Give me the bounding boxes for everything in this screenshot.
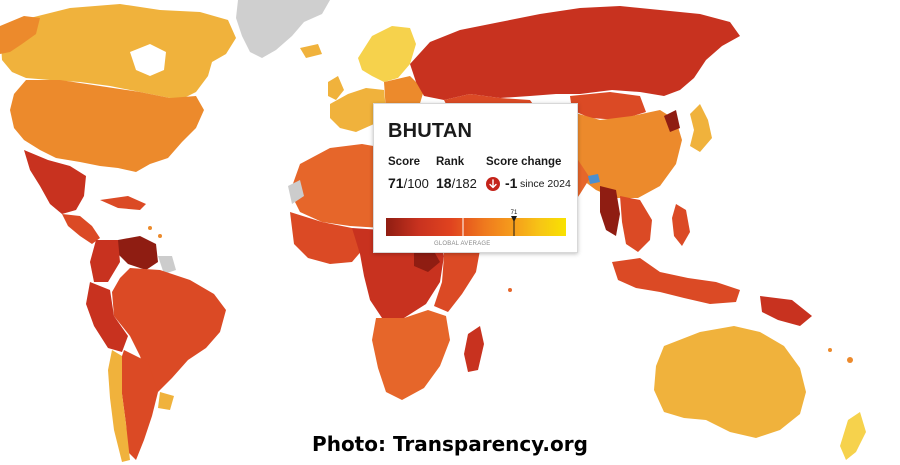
- country-tooltip: BHUTAN Score Rank Score change 71/100 18…: [373, 103, 578, 253]
- country-madagascar[interactable]: [464, 326, 484, 372]
- score-change-since: since 2024: [520, 178, 571, 190]
- rank-value: 18/182: [436, 175, 477, 191]
- score-change-value: -1: [505, 175, 517, 191]
- photo-credit: Photo: Transparency.org: [0, 432, 900, 456]
- country-philippines[interactable]: [672, 204, 690, 246]
- score-label: Score: [388, 156, 420, 168]
- country-name: BHUTAN: [388, 120, 472, 143]
- score-denominator: /100: [404, 176, 429, 191]
- rank-number: 18: [436, 175, 452, 191]
- score-marker-label: 71: [511, 210, 518, 216]
- region-scandinavia[interactable]: [358, 26, 416, 82]
- rank-denominator: /182: [452, 176, 477, 191]
- score-number: 71: [388, 175, 404, 191]
- island-indian-ocean: [508, 288, 512, 292]
- score-value: 71/100: [388, 175, 429, 191]
- country-cuba[interactable]: [100, 196, 146, 210]
- score-change-label: Score change: [486, 156, 561, 168]
- island-pacific: [847, 357, 853, 363]
- island-caribbean-2: [158, 234, 162, 238]
- country-russia[interactable]: [410, 6, 740, 100]
- arrow-down-circle-icon: [486, 177, 500, 191]
- country-venezuela[interactable]: [118, 236, 158, 270]
- global-average-caption: GLOBAL AVERAGE: [434, 241, 491, 247]
- country-uruguay[interactable]: [158, 392, 174, 410]
- country-indonesia[interactable]: [612, 258, 740, 304]
- region-southern-africa[interactable]: [372, 310, 450, 400]
- island-pacific-2: [828, 348, 832, 352]
- region-southeast-asia[interactable]: [620, 196, 652, 252]
- island-caribbean: [148, 226, 152, 230]
- country-papua-new-guinea[interactable]: [760, 296, 812, 326]
- scale-bar: [386, 218, 566, 236]
- country-colombia[interactable]: [90, 240, 120, 282]
- country-uk[interactable]: [328, 76, 344, 100]
- country-iceland[interactable]: [300, 44, 322, 58]
- region-central-america[interactable]: [62, 214, 100, 244]
- country-australia[interactable]: [654, 326, 806, 438]
- country-japan[interactable]: [690, 104, 712, 152]
- rank-label: Rank: [436, 156, 464, 168]
